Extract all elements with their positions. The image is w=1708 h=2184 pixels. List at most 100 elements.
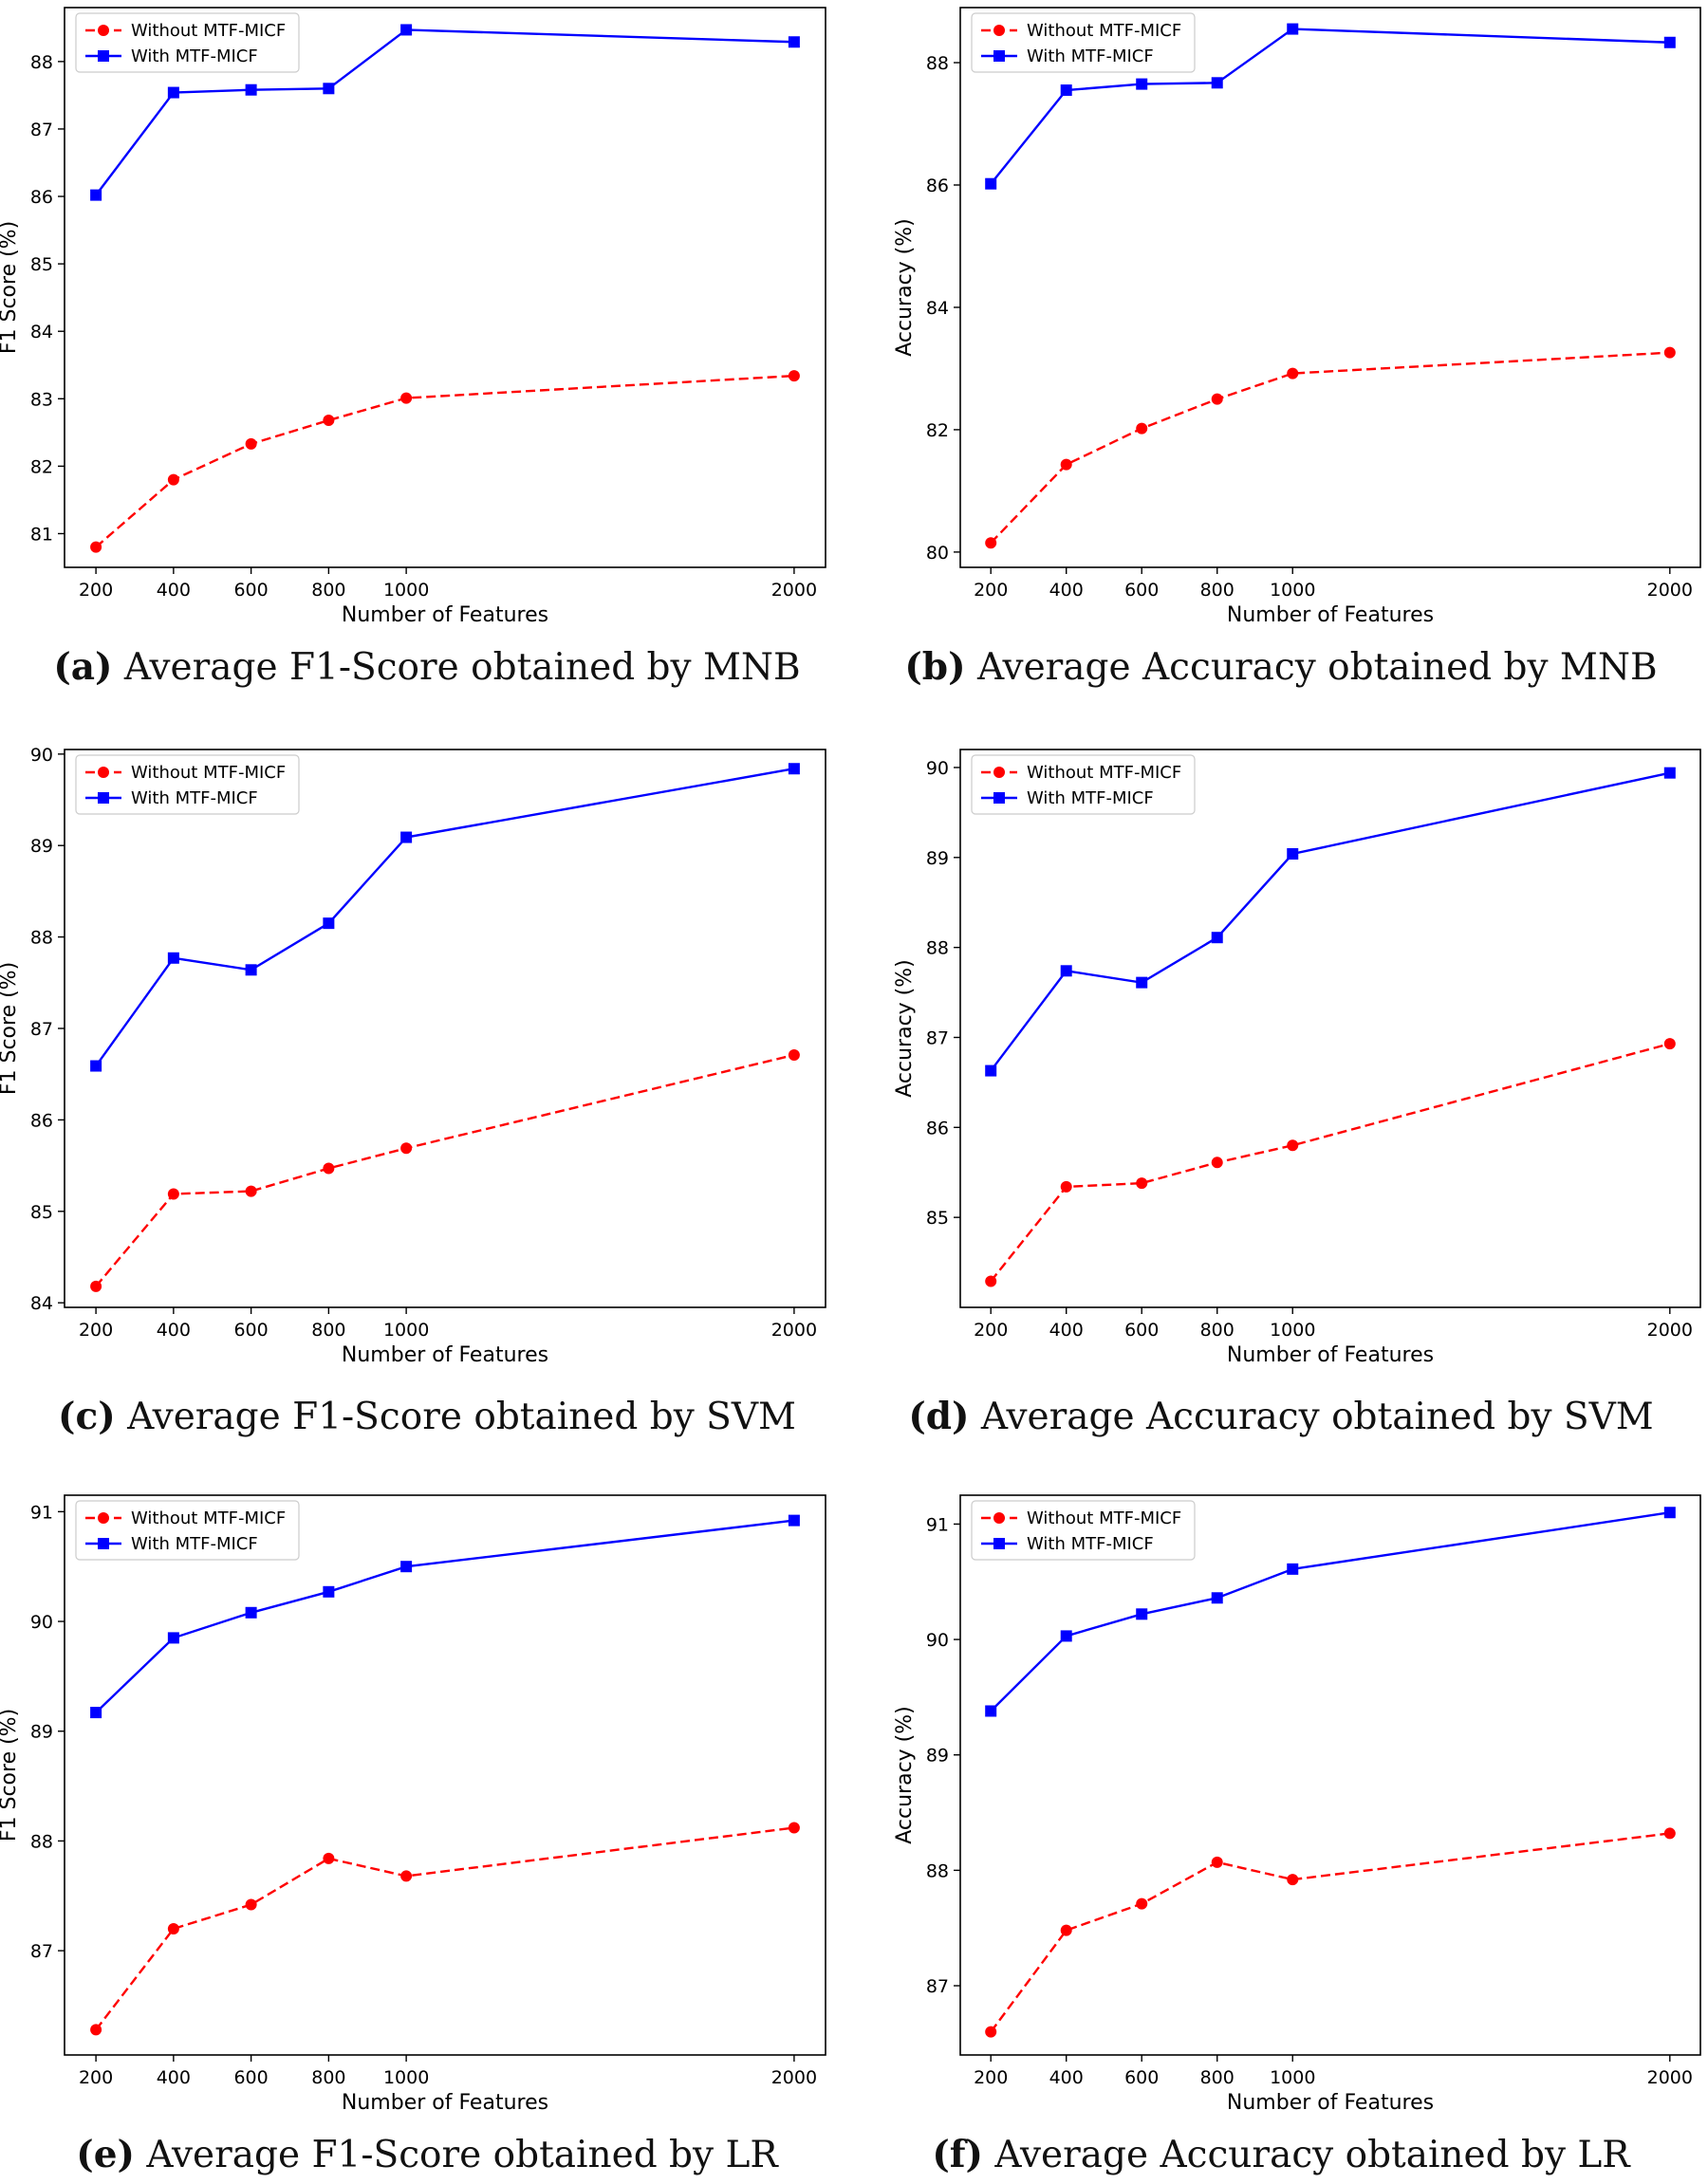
y-tick-label-a: 86 xyxy=(30,187,53,208)
chart-panel-c: 200 400 600 800 1000 2000 84 85 86 87 88 89 90 Number… xyxy=(0,740,854,1442)
data-point-e-0 xyxy=(90,2024,102,2036)
data-point-b-1 xyxy=(1211,77,1223,89)
x-tick-label-f: 800 xyxy=(1200,2067,1235,2088)
data-point-d-0 xyxy=(1060,1180,1072,1193)
y-tick-label-a: 85 xyxy=(30,254,53,275)
data-point-c-1 xyxy=(788,763,800,775)
data-point-d-1 xyxy=(1663,767,1676,779)
data-point-f-1 xyxy=(1060,1630,1072,1642)
x-axis-label-b: Number of Features xyxy=(1227,603,1434,627)
y-tick-label-e: 90 xyxy=(30,1612,53,1633)
y-tick-label-d: 85 xyxy=(926,1208,949,1229)
x-tick-label-a: 200 xyxy=(79,580,113,601)
x-axis-label-e: Number of Features xyxy=(342,2091,548,2115)
data-point-c-0 xyxy=(90,1280,102,1292)
data-point-f-0 xyxy=(1663,1827,1676,1840)
data-point-c-1 xyxy=(167,952,179,964)
series-line-d-1 xyxy=(990,771,1671,1072)
x-tick-label-c: 400 xyxy=(157,1320,191,1341)
legend-label-c-0: Without MTF-MICF xyxy=(131,763,286,783)
data-point-b-0 xyxy=(1663,346,1676,359)
x-tick-label-a: 400 xyxy=(157,580,191,601)
data-point-a-1 xyxy=(323,83,335,95)
caption-c: (c) Average F1-Score obtained by SVM xyxy=(0,1395,854,1438)
series-line-a-1 xyxy=(95,28,794,196)
x-tick-label-b: 600 xyxy=(1124,580,1159,601)
y-tick-label-a: 88 xyxy=(30,52,53,73)
caption-letter-d: (d) xyxy=(908,1395,970,1438)
x-tick-label-b: 2000 xyxy=(1647,580,1693,601)
data-point-a-0 xyxy=(788,370,800,382)
data-point-a-0 xyxy=(245,437,257,450)
data-point-d-1 xyxy=(1136,976,1148,989)
data-point-d-0 xyxy=(1136,1177,1148,1190)
data-point-d-0 xyxy=(1211,1157,1223,1169)
x-tick-label-d: 2000 xyxy=(1647,1320,1693,1341)
legend-label-e-1: With MTF-MICF xyxy=(131,1534,258,1554)
data-point-d-1 xyxy=(1287,848,1299,861)
line-chart-b: 200 400 600 800 1000 2000 80 82 84 86 88 Number of … xyxy=(893,7,1701,627)
y-tick-label-e: 89 xyxy=(30,1722,53,1743)
data-point-c-0 xyxy=(323,1162,335,1175)
data-point-b-1 xyxy=(1287,23,1299,35)
x-axis-label-c: Number of Features xyxy=(342,1343,548,1367)
caption-text-b: Average Accuracy obtained by MNB xyxy=(976,646,1658,689)
data-point-e-1 xyxy=(788,1514,800,1527)
y-tick-label-a: 87 xyxy=(30,120,53,140)
legend-marker-c-1 xyxy=(98,792,109,804)
legend-label-e-0: Without MTF-MICF xyxy=(131,1508,286,1528)
legend-marker-b-1 xyxy=(993,50,1005,62)
series-line-e-0 xyxy=(95,1826,795,2031)
legend-marker-f-1 xyxy=(993,1538,1005,1549)
data-point-f-0 xyxy=(1287,1874,1299,1886)
y-tick-label-b: 84 xyxy=(926,298,949,319)
data-point-f-0 xyxy=(1060,1924,1072,1936)
line-chart-d: 200 400 600 800 1000 2000 85 86 87 88 89 90 Number o… xyxy=(893,749,1701,1367)
data-point-a-0 xyxy=(167,473,179,486)
y-tick-label-f: 87 xyxy=(926,1976,949,1997)
y-tick-label-f: 90 xyxy=(926,1630,949,1651)
data-point-b-0 xyxy=(985,537,997,549)
legend-marker-f-0 xyxy=(993,1512,1005,1524)
data-point-b-0 xyxy=(1211,393,1223,405)
caption-text-c: Average F1-Score obtained by SVM xyxy=(127,1396,796,1438)
data-point-a-0 xyxy=(323,415,335,427)
data-point-e-1 xyxy=(90,1707,102,1719)
chart-panel-e: 200 400 600 800 1000 2000 87 88 89 90 91 Number of … xyxy=(0,1488,854,2184)
legend-label-b-1: With MTF-MICF xyxy=(1027,46,1154,66)
caption-letter-a: (a) xyxy=(53,645,113,689)
x-tick-label-b: 400 xyxy=(1049,580,1084,601)
data-point-d-0 xyxy=(985,1275,997,1287)
y-axis-label-c: F1 Score (%) xyxy=(0,962,21,1095)
x-tick-label-f: 2000 xyxy=(1647,2067,1693,2088)
legend-box-f xyxy=(971,1500,1196,1561)
legend-label-f-1: With MTF-MICF xyxy=(1027,1534,1154,1554)
data-point-b-1 xyxy=(1663,36,1676,48)
data-point-d-0 xyxy=(1287,1139,1299,1152)
data-point-d-1 xyxy=(985,1064,997,1077)
data-point-a-0 xyxy=(400,392,413,404)
series-line-e-1 xyxy=(95,1519,795,1713)
y-tick-label-d: 89 xyxy=(926,848,949,869)
caption-letter-f: (f) xyxy=(932,2133,984,2176)
x-tick-label-b: 800 xyxy=(1200,580,1235,601)
caption-text-f: Average Accuracy obtained by LR xyxy=(994,2134,1630,2176)
x-tick-label-e: 800 xyxy=(311,2067,345,2088)
x-tick-label-e: 600 xyxy=(233,2067,268,2088)
series-line-f-1 xyxy=(990,1511,1670,1712)
y-tick-label-c: 88 xyxy=(30,928,53,949)
x-tick-label-c: 600 xyxy=(233,1320,268,1341)
x-tick-label-e: 1000 xyxy=(383,2067,429,2088)
legend-marker-e-1 xyxy=(98,1538,109,1549)
data-point-f-1 xyxy=(1211,1592,1223,1604)
y-tick-label-f: 88 xyxy=(926,1860,949,1881)
legend-marker-a-1 xyxy=(98,50,109,62)
y-tick-label-c: 84 xyxy=(30,1293,53,1314)
plot-frame-b xyxy=(959,7,1701,568)
data-point-c-1 xyxy=(323,917,335,930)
x-axis-label-a: Number of Features xyxy=(342,603,548,627)
series-line-d-0 xyxy=(990,1042,1671,1283)
plot-frame-e xyxy=(64,1494,826,2056)
x-tick-label-a: 800 xyxy=(311,580,345,601)
x-tick-label-d: 800 xyxy=(1200,1320,1235,1341)
